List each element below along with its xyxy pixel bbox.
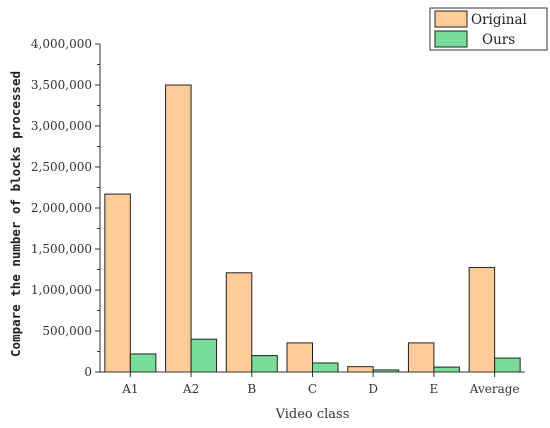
y-tick-label: 3,000,000 (31, 119, 92, 133)
x-tick-label: A1 (121, 382, 138, 396)
y-axis-ticks: 0 500,000 1,000,000 1,500,000 2,000,000 2,500… (31, 37, 100, 379)
bar-original-a1 (104, 193, 131, 373)
y-tick-label: 2,000,000 (31, 201, 92, 215)
bar-ours-a1 (129, 353, 157, 373)
y-tick-label: 3,500,000 (31, 78, 92, 92)
bars (104, 84, 521, 373)
x-tick-label: E (430, 382, 439, 396)
bar-original-e (407, 342, 435, 373)
bar-original-a2 (165, 84, 192, 373)
bar-ours-average (494, 357, 521, 373)
legend-swatch-original (434, 10, 468, 28)
y-tick-label: 4,000,000 (31, 37, 92, 51)
legend-label-ours: Ours (482, 32, 515, 48)
x-tick-label: C (308, 382, 317, 396)
bar-ours-e (433, 366, 460, 373)
bar-ours-b (251, 355, 278, 373)
x-axis-ticks: A1 A2 B C D E Average (121, 372, 520, 396)
y-tick-label: 2,500,000 (31, 160, 92, 174)
legend-swatch-ours (434, 30, 468, 48)
bar-original-d (347, 366, 374, 373)
y-tick-label: 1,500,000 (31, 242, 92, 256)
y-tick-label: 0 (84, 365, 92, 379)
bar-original-b (225, 272, 253, 373)
x-axis-title: Video class (275, 407, 350, 422)
x-tick-label: B (247, 382, 256, 396)
y-tick-label: 500,000 (42, 324, 92, 338)
bar-ours-c (312, 362, 339, 373)
legend: Original Ours (429, 7, 548, 51)
x-tick-label: A2 (182, 382, 199, 396)
x-tick-label: Average (469, 382, 520, 396)
legend-label-original: Original (471, 12, 527, 28)
y-tick-label: 1,000,000 (31, 283, 92, 297)
x-tick-label: D (368, 382, 378, 396)
y-axis-title: Compare the number of blocks processed (8, 71, 23, 357)
bar-original-average (468, 266, 496, 373)
bar-ours-a2 (190, 338, 218, 373)
bar-original-c (286, 342, 313, 373)
